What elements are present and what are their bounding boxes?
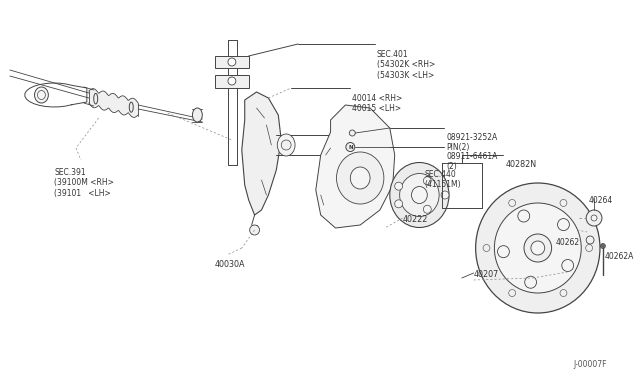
Text: 40262A: 40262A — [605, 252, 634, 261]
Ellipse shape — [35, 87, 49, 103]
Circle shape — [424, 205, 431, 213]
Ellipse shape — [524, 234, 552, 262]
Circle shape — [591, 215, 597, 221]
Text: SEC.391
(39100M <RH>
(39101   <LH>: SEC.391 (39100M <RH> (39101 <LH> — [54, 168, 114, 198]
Circle shape — [586, 210, 602, 226]
Text: 40014 <RH>
40015 <LH>: 40014 <RH> 40015 <LH> — [352, 94, 403, 113]
Circle shape — [395, 200, 403, 208]
Circle shape — [483, 244, 490, 251]
Circle shape — [395, 182, 403, 190]
Circle shape — [228, 58, 236, 66]
Circle shape — [557, 219, 570, 231]
Circle shape — [586, 236, 594, 244]
Circle shape — [525, 276, 536, 288]
Ellipse shape — [350, 167, 370, 189]
Circle shape — [518, 210, 530, 222]
Circle shape — [346, 142, 355, 151]
Text: 40262: 40262 — [556, 238, 580, 247]
Circle shape — [562, 260, 573, 272]
Circle shape — [441, 191, 449, 199]
Ellipse shape — [494, 203, 581, 293]
Text: 40282N: 40282N — [505, 160, 536, 169]
Text: J-00007F: J-00007F — [573, 360, 607, 369]
Text: 08921-3252A
PIN(2): 08921-3252A PIN(2) — [446, 133, 497, 153]
Circle shape — [228, 77, 236, 85]
Ellipse shape — [531, 241, 545, 255]
Circle shape — [560, 289, 567, 296]
Circle shape — [560, 199, 567, 206]
Text: 40207: 40207 — [474, 270, 499, 279]
Ellipse shape — [277, 134, 295, 156]
Text: 40030A: 40030A — [215, 260, 246, 269]
Circle shape — [281, 140, 291, 150]
Ellipse shape — [337, 152, 384, 204]
Circle shape — [600, 244, 605, 248]
Circle shape — [586, 244, 593, 251]
Text: N: N — [348, 144, 353, 150]
Text: 40222: 40222 — [403, 215, 428, 224]
Circle shape — [349, 130, 355, 136]
Circle shape — [424, 177, 431, 185]
Ellipse shape — [399, 173, 439, 217]
Ellipse shape — [476, 183, 600, 313]
Text: 08911-6461A
(2): 08911-6461A (2) — [446, 152, 497, 171]
Ellipse shape — [193, 108, 202, 122]
Text: SEC.401
(54302K <RH>
(54303K <LH>: SEC.401 (54302K <RH> (54303K <LH> — [377, 50, 435, 80]
Text: 40264: 40264 — [588, 196, 612, 205]
Circle shape — [509, 199, 516, 206]
Circle shape — [497, 246, 509, 258]
Circle shape — [250, 225, 260, 235]
Text: SEC.440
(41151M): SEC.440 (41151M) — [424, 170, 461, 189]
Polygon shape — [316, 105, 395, 228]
Polygon shape — [242, 92, 281, 215]
Polygon shape — [215, 56, 249, 68]
Circle shape — [509, 289, 516, 296]
Ellipse shape — [390, 163, 449, 228]
Polygon shape — [215, 75, 249, 88]
Ellipse shape — [412, 186, 428, 203]
